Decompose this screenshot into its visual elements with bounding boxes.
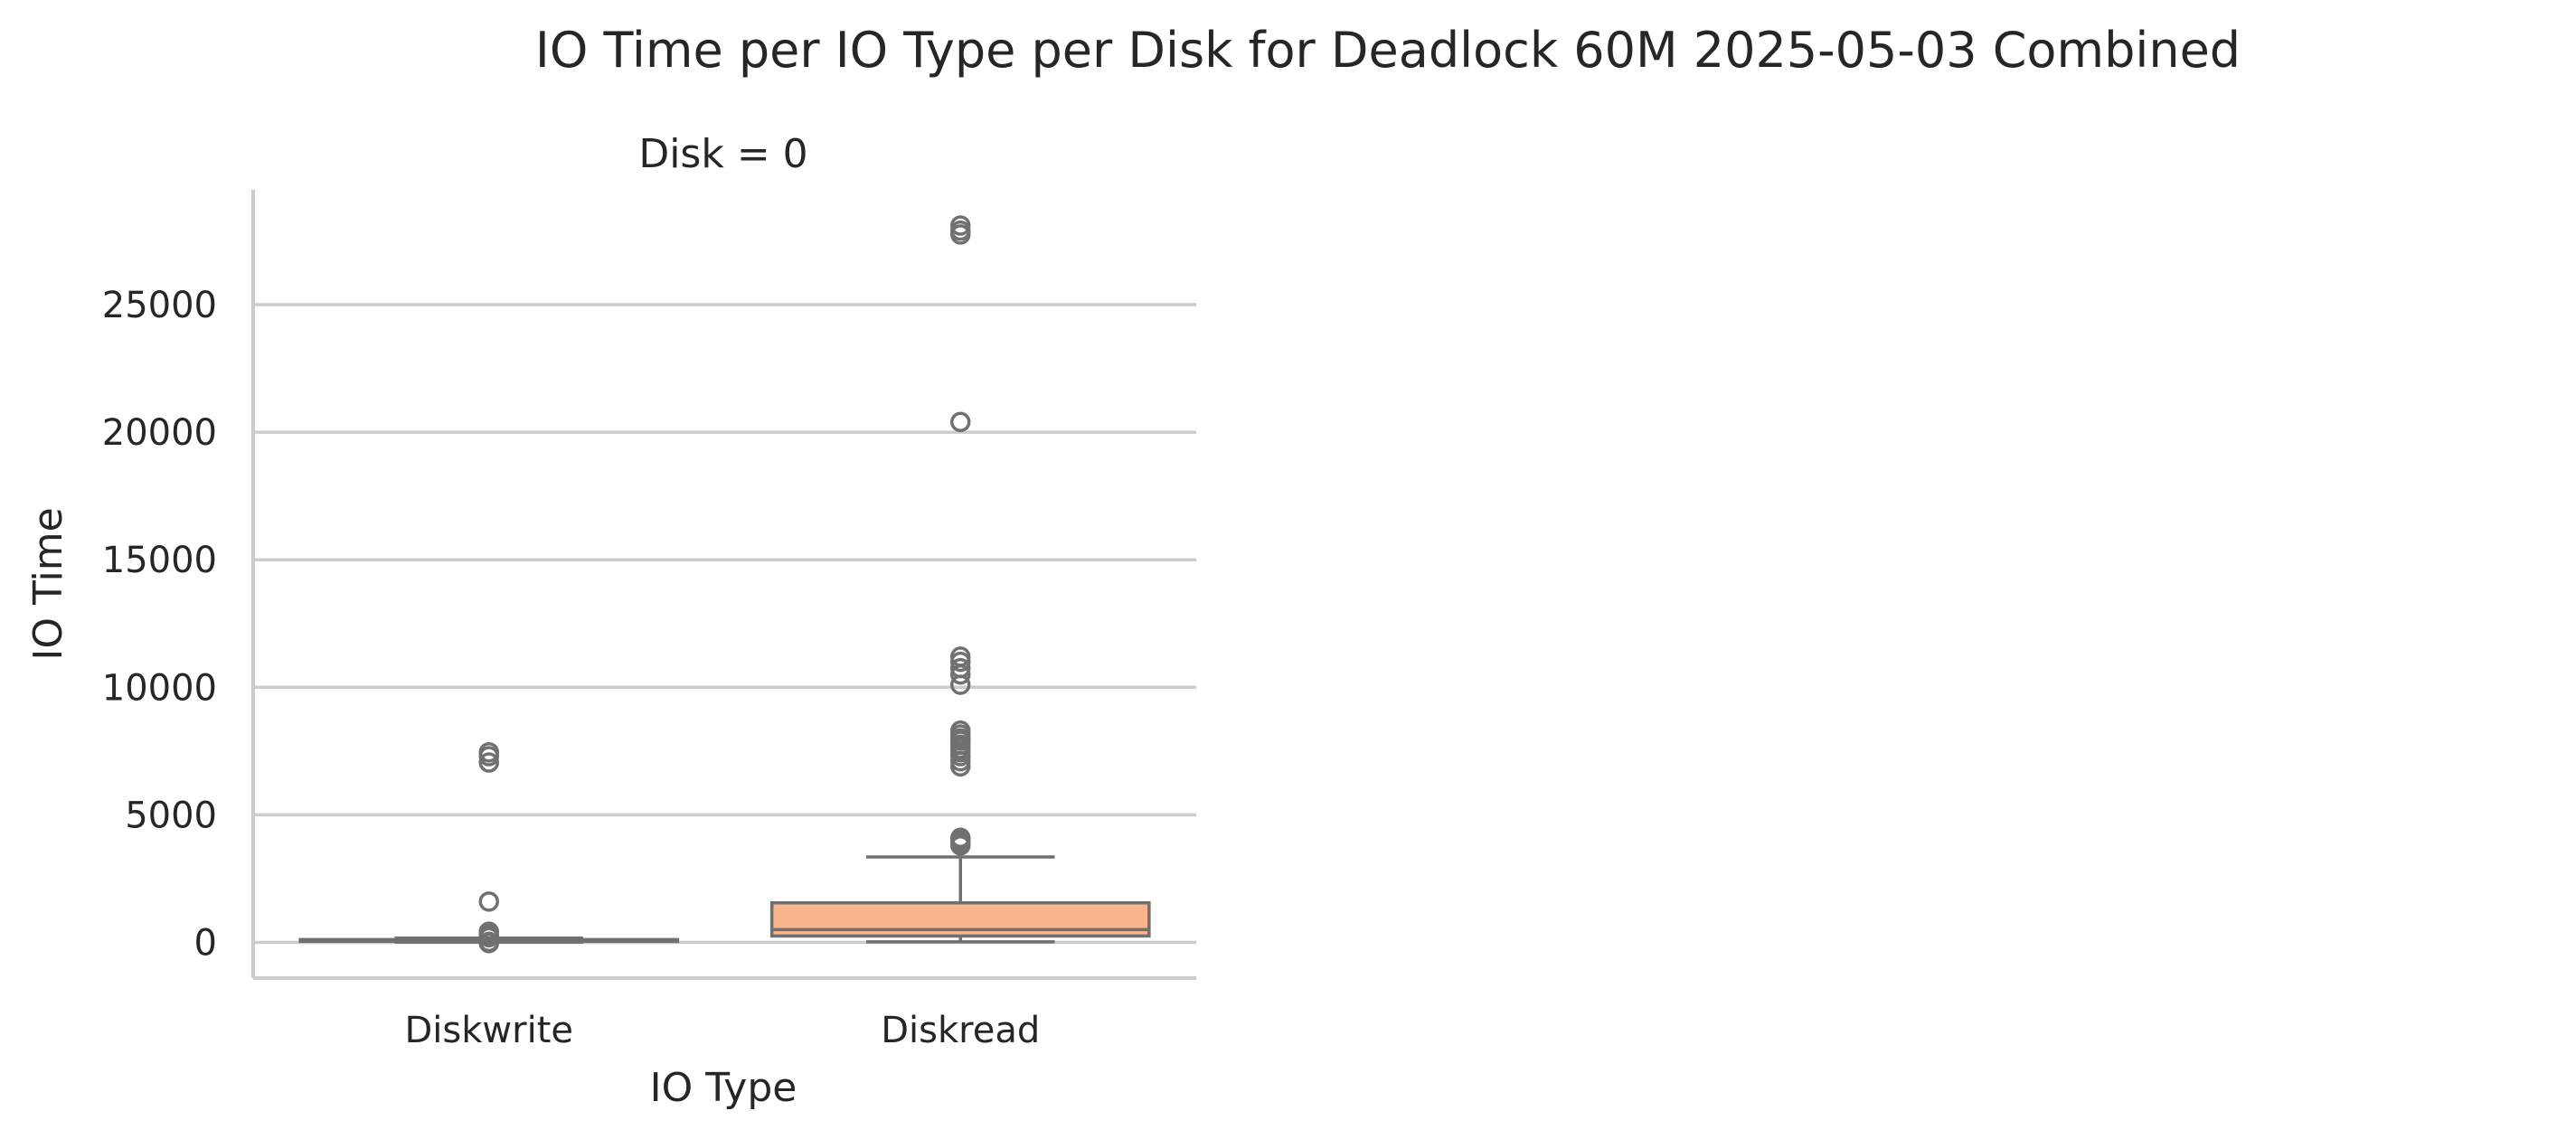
x-tick-labels: Diskwrite Diskread (405, 1010, 1041, 1051)
y-tick-label: 10000 (102, 667, 217, 709)
outlier-point (950, 651, 971, 673)
x-axis-label: IO Type (650, 1065, 797, 1111)
y-axis-label: IO Time (25, 507, 71, 660)
outlier-point (950, 674, 971, 695)
facet-title: Disk = 0 (638, 131, 807, 177)
outlier-point (478, 933, 499, 954)
outlier-point (950, 411, 971, 433)
y-tick-label: 0 (194, 922, 217, 964)
y-tick-label: 20000 (102, 412, 217, 454)
y-gridlines (253, 303, 1196, 945)
y-tick-labels: 0 5000 10000 15000 20000 25000 (102, 285, 217, 965)
y-tick-label: 5000 (125, 795, 217, 836)
boxplot-diskread (769, 215, 1151, 944)
y-tick-label: 15000 (102, 540, 217, 581)
outlier-point (478, 891, 499, 912)
outlier-point (950, 756, 971, 777)
x-tick-label: Diskwrite (405, 1010, 573, 1051)
outlier-point (478, 752, 499, 773)
outlier-point (950, 835, 971, 856)
outlier-point (478, 746, 499, 767)
outlier-point (950, 664, 971, 685)
boxplots (298, 215, 1151, 954)
y-tick-label: 25000 (102, 285, 217, 326)
boxplot-diskwrite (298, 742, 680, 954)
x-tick-label: Diskread (881, 1010, 1040, 1051)
chart-title: IO Time per IO Type per Disk for Deadloc… (535, 22, 2241, 79)
outlier-point (950, 224, 971, 245)
